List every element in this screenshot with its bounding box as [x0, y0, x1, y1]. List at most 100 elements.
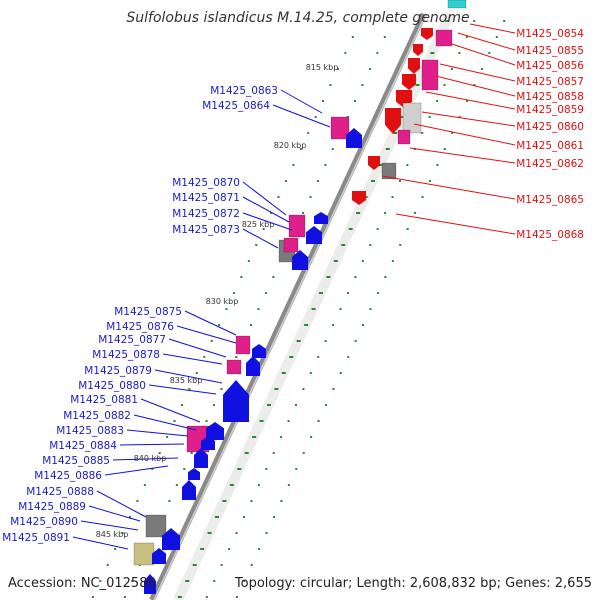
right-gene-label: M1425_0859: [516, 104, 584, 116]
track-dot: [225, 308, 228, 310]
track-dot: [220, 388, 223, 390]
right-gene-label: M1425_0860: [516, 121, 584, 133]
gene-arrow: [421, 28, 433, 40]
track-dot: [266, 404, 271, 406]
track-dot: [391, 196, 394, 198]
kbp-label: 840 kbp: [134, 454, 167, 463]
left-gene-label: M1425_0890: [10, 516, 78, 528]
kbp-label: 825 kbp: [242, 220, 275, 229]
track-dot: [244, 452, 249, 454]
left-leader-line: [168, 338, 227, 358]
track-dot: [128, 516, 131, 518]
gene-box: [435, 29, 453, 47]
right-gene-label: M1425_0868: [516, 229, 584, 241]
left-gene-label: M1425_0872: [172, 208, 240, 220]
kbp-label: 830 kbp: [206, 297, 239, 306]
track-dot: [114, 548, 117, 550]
track-dot: [177, 596, 182, 598]
left-gene-label: M1425_0881: [70, 394, 138, 406]
left-gene-label: M1425_0882: [63, 410, 131, 422]
track-dot: [242, 516, 245, 518]
gene-arrow: [152, 548, 166, 564]
track-dot: [257, 484, 260, 486]
track-dot: [383, 36, 386, 38]
left-gene-label: M1425_0863: [210, 85, 278, 97]
track-dot: [235, 532, 238, 534]
track-dot: [272, 452, 275, 454]
track-dot: [399, 244, 402, 246]
track-dot: [295, 468, 298, 470]
track-dot: [480, 68, 483, 70]
right-gene-label: M1425_0858: [516, 91, 584, 103]
track-dot: [173, 420, 176, 422]
track-dot: [329, 84, 332, 86]
right-leader-line: [469, 23, 516, 34]
track-dot: [258, 548, 261, 550]
right-leader-line: [421, 111, 516, 127]
gene-box: [133, 542, 155, 566]
track-dot: [346, 292, 349, 294]
track-dot: [421, 132, 424, 134]
track-dot: [406, 228, 409, 230]
left-leader-line: [272, 104, 331, 128]
right-leader-line: [413, 123, 516, 146]
track-dot: [299, 148, 302, 150]
track-dot: [445, 20, 450, 22]
gene-arrow: [182, 480, 196, 500]
gene-box: [145, 514, 167, 538]
track-dot: [280, 500, 283, 502]
track-dot: [121, 532, 124, 534]
left-gene-label: M1425_0878: [92, 349, 160, 361]
track-dot: [318, 292, 323, 294]
track-dot: [324, 164, 327, 166]
track-dot: [359, 20, 362, 22]
left-gene-label: M1425_0864: [202, 100, 270, 112]
track-dot: [336, 68, 339, 70]
track-dot: [316, 180, 319, 182]
left-leader-line: [148, 384, 217, 395]
track-dot: [143, 484, 146, 486]
track-dot: [188, 388, 191, 390]
right-gene-label: M1425_0856: [516, 60, 584, 72]
track-dot: [228, 548, 231, 550]
track-dot: [317, 356, 320, 358]
track-dot: [195, 372, 198, 374]
gene-box: [397, 129, 411, 145]
left-leader-line: [242, 212, 293, 231]
track-dot: [302, 452, 305, 454]
track-dot: [168, 500, 171, 502]
track-dot: [210, 340, 213, 342]
track-dot: [91, 596, 94, 598]
track-dot: [307, 132, 310, 134]
track-dot: [309, 196, 312, 198]
track-dot: [347, 356, 350, 358]
track-dot: [136, 500, 139, 502]
track-dot: [203, 356, 206, 358]
track-dot: [311, 308, 316, 310]
track-dot: [272, 276, 275, 278]
gene-arrow: [352, 191, 366, 205]
track-dot: [317, 420, 320, 422]
track-dot: [400, 116, 405, 118]
track-dot: [362, 324, 365, 326]
right-gene-label: M1425_0861: [516, 140, 584, 152]
track-dot: [264, 292, 267, 294]
track-dot: [451, 132, 454, 134]
left-leader-line: [104, 465, 169, 476]
track-dot: [361, 260, 364, 262]
gene-box: [447, 0, 467, 9]
gene-arrow: [346, 128, 362, 148]
track-dot: [378, 164, 383, 166]
left-leader-line: [242, 228, 279, 249]
kbp-label: 820 kbp: [274, 141, 307, 150]
left-gene-label: M1425_0873: [172, 224, 240, 236]
right-gene-label: M1425_0855: [516, 45, 584, 57]
track-dot: [354, 100, 357, 102]
gene-box: [226, 359, 242, 375]
track-dot: [274, 388, 279, 390]
track-dot: [235, 356, 238, 358]
track-dot: [332, 388, 335, 390]
gene-box: [381, 162, 397, 180]
gene-box: [288, 214, 306, 238]
